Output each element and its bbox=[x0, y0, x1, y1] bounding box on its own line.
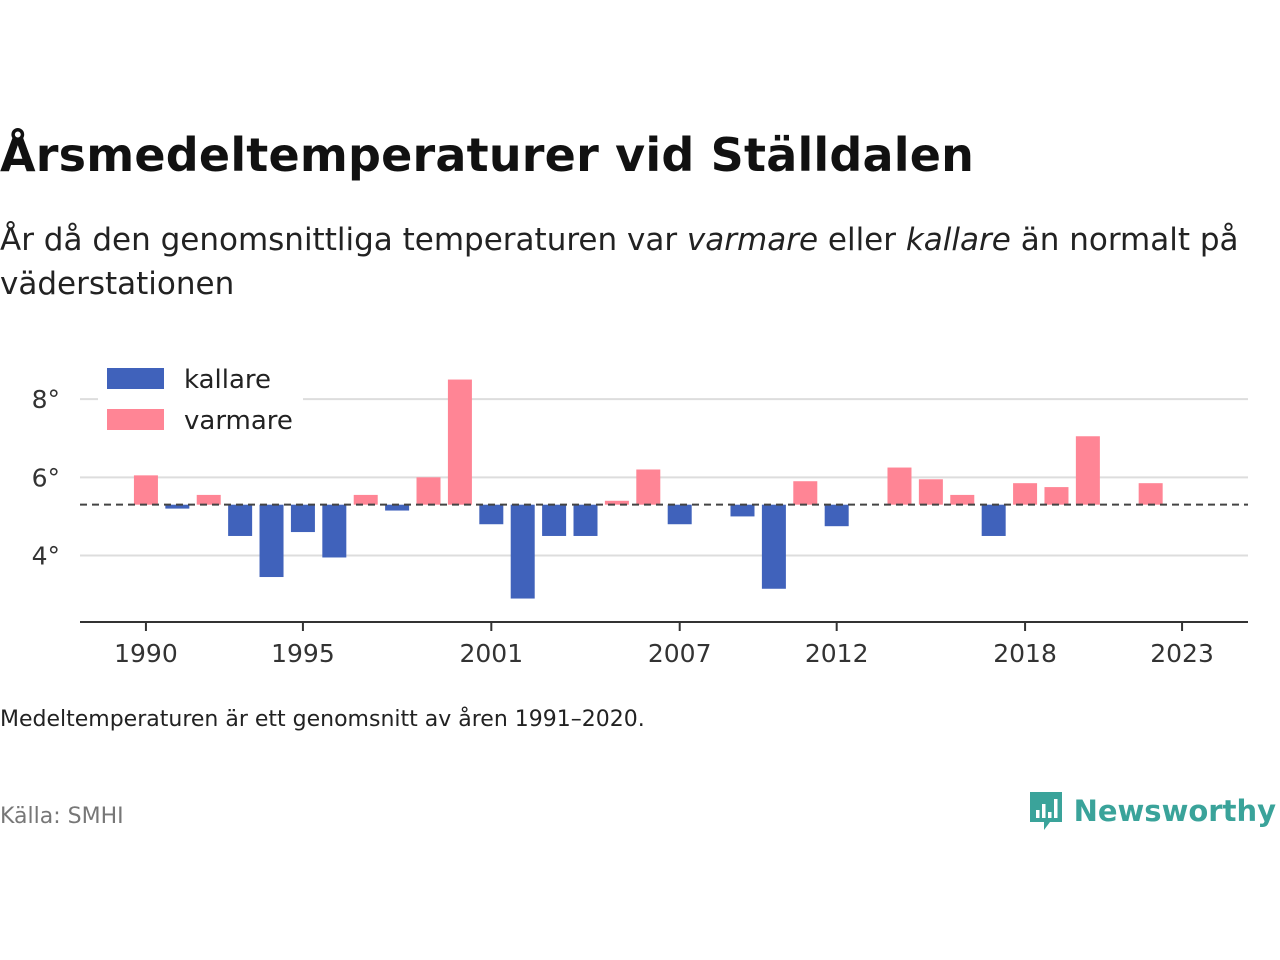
bar-chart: 4° 6° 8° 1990 1995 2001 2007 2012 2018 2023 kallar… bbox=[32, 364, 1248, 668]
x-tick-label: 2012 bbox=[805, 639, 869, 668]
bar-kallare bbox=[479, 504, 504, 525]
x-tick-label: 2023 bbox=[1150, 639, 1214, 668]
subtitle-emphasis-varmare: varmare bbox=[686, 222, 819, 258]
bar-varmare bbox=[196, 494, 221, 505]
bar-varmare bbox=[636, 469, 661, 505]
brand-logo: Newsworthy bbox=[1028, 790, 1276, 832]
bar-varmare bbox=[416, 477, 441, 505]
source-label: Källa: SMHI bbox=[0, 804, 124, 829]
x-tick-label: 2001 bbox=[459, 639, 523, 668]
chart-title: Årsmedeltemperaturer vid Ställdalen bbox=[0, 128, 975, 182]
bar-kallare bbox=[667, 504, 692, 525]
bar-kallare bbox=[322, 504, 347, 558]
subtitle-part-3: än normalt på väderstationen bbox=[0, 222, 1239, 302]
brand-name: Newsworthy bbox=[1073, 794, 1276, 828]
bar-varmare bbox=[1138, 483, 1163, 505]
bar-kallare bbox=[981, 504, 1006, 536]
bar-varmare bbox=[353, 494, 378, 505]
bar-varmare bbox=[1075, 436, 1100, 505]
legend-swatch-kallare bbox=[107, 368, 164, 389]
legend-label-varmare: varmare bbox=[184, 406, 293, 436]
bar-varmare bbox=[604, 500, 629, 505]
subtitle-part-1: År då den genomsnittliga temperaturen va… bbox=[0, 222, 687, 258]
bar-varmare bbox=[133, 475, 158, 505]
bar-kallare bbox=[824, 504, 849, 527]
bar-varmare bbox=[887, 467, 912, 505]
x-tick-label: 1990 bbox=[114, 639, 178, 668]
bar-kallare bbox=[290, 504, 315, 533]
bar-varmare bbox=[447, 379, 472, 505]
bar-varmare bbox=[1013, 483, 1038, 505]
x-tick-label: 2018 bbox=[993, 639, 1057, 668]
bar-kallare bbox=[542, 504, 567, 536]
chart-note: Medeltemperaturen är ett genomsnitt av å… bbox=[0, 707, 645, 732]
bar-kallare bbox=[259, 504, 284, 578]
bar-varmare bbox=[1044, 487, 1069, 505]
bar-kallare bbox=[730, 504, 755, 517]
chart-subtitle: År då den genomsnittliga temperaturen va… bbox=[0, 218, 1275, 306]
subtitle-emphasis-kallare: kallare bbox=[905, 222, 1011, 258]
bar-kallare bbox=[385, 504, 410, 511]
bar-varmare bbox=[793, 481, 818, 505]
bar-kallare bbox=[228, 504, 253, 536]
x-tick-label: 1995 bbox=[271, 639, 335, 668]
bar-varmare bbox=[950, 494, 975, 505]
subtitle-part-2: eller bbox=[818, 222, 906, 258]
y-tick-label: 4° bbox=[32, 542, 60, 571]
legend-label-kallare: kallare bbox=[184, 365, 271, 395]
newsworthy-logo-icon bbox=[1029, 792, 1062, 830]
bar-varmare bbox=[918, 479, 943, 505]
bar-kallare bbox=[573, 504, 598, 536]
y-tick-label: 8° bbox=[32, 385, 60, 414]
bar-kallare bbox=[761, 504, 786, 589]
legend-swatch-varmare bbox=[107, 409, 164, 430]
x-tick-label: 2007 bbox=[648, 639, 712, 668]
bar-kallare bbox=[165, 504, 190, 509]
y-tick-label: 6° bbox=[32, 463, 60, 492]
bar-kallare bbox=[510, 504, 535, 599]
